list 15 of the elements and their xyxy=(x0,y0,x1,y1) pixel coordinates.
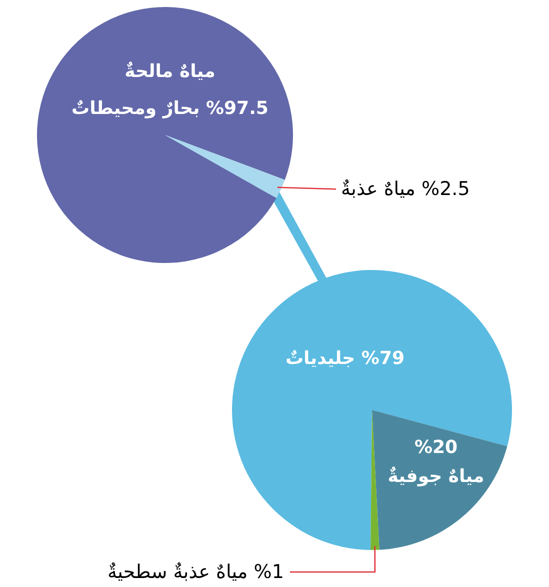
data-label: %2.5 xyxy=(422,178,470,200)
pie-slice xyxy=(232,270,512,550)
slice-label: بحارٌ ومحيطاتٌ xyxy=(72,98,200,118)
data-label: %79 xyxy=(361,348,405,368)
data-label: %1 xyxy=(254,560,284,583)
slice-label: جليدياتٌ xyxy=(285,348,356,368)
slice-label: مياهٌ عذبةٌ سطحيةٌ xyxy=(108,560,248,583)
text: مياهٌ مالحةٌ xyxy=(124,60,216,82)
data-label: %20 xyxy=(414,436,458,458)
slice-label: مياهٌ جوفيةٌ xyxy=(388,466,484,486)
data-label: %97.5 xyxy=(206,98,268,118)
pie-slice xyxy=(372,410,508,550)
pie-slice xyxy=(37,7,293,263)
slice-label: مياهٌ عذبةٌ xyxy=(341,178,416,200)
pie-slice xyxy=(165,135,285,198)
